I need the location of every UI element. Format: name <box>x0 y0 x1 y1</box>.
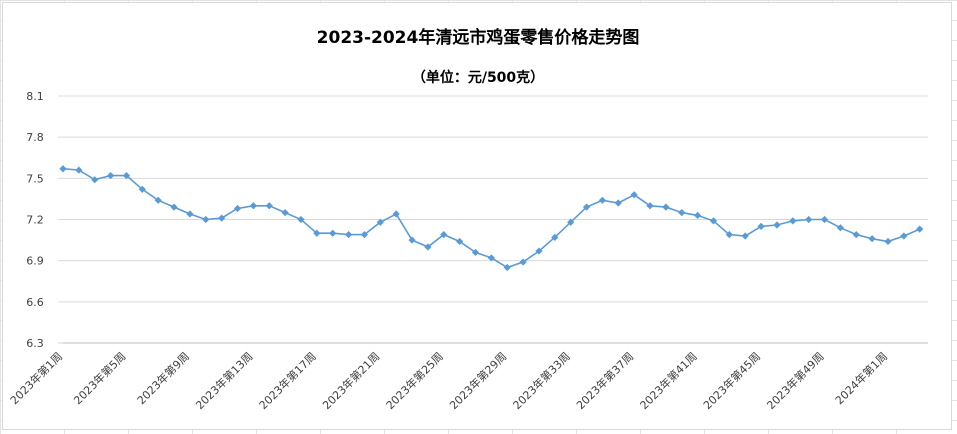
data-point-marker <box>75 166 83 174</box>
data-point-marker <box>329 229 337 237</box>
data-point-marker <box>503 263 511 272</box>
data-point-marker <box>202 215 210 224</box>
data-point-marker <box>297 215 305 224</box>
data-point-marker <box>852 230 860 239</box>
data-point-marker <box>884 237 892 246</box>
x-tick-label: 2024年第1周 <box>832 349 890 407</box>
x-tick-label: 2023年第9周 <box>134 349 192 407</box>
data-point-marker <box>582 203 591 211</box>
y-tick-label: 6.9 <box>26 255 44 268</box>
data-point-marker <box>725 230 733 239</box>
data-point-marker <box>186 210 194 218</box>
data-point-marker <box>678 209 686 217</box>
series-line <box>62 167 921 269</box>
data-point-marker <box>249 202 257 210</box>
data-point-marker <box>138 185 146 193</box>
chart-subtitle: （单位：元/500克） <box>411 70 545 86</box>
data-point-marker <box>59 165 67 173</box>
data-point-marker <box>805 215 813 224</box>
x-tick-label: 2023年第13周 <box>193 349 256 412</box>
x-tick-label: 2023年第17周 <box>256 349 319 412</box>
data-point-marker <box>551 233 559 241</box>
data-point-marker <box>265 202 273 210</box>
data-point-marker <box>868 235 876 243</box>
data-point-marker <box>709 217 718 225</box>
data-point-marker <box>646 202 654 210</box>
data-point-marker <box>820 215 829 224</box>
data-point-marker <box>836 224 845 232</box>
y-tick-label: 6.6 <box>26 296 44 309</box>
data-point-marker <box>440 230 448 239</box>
data-point-marker <box>916 225 924 233</box>
chart-area[interactable]: 2023-2024年清远市鸡蛋零售价格走势图 （单位：元/500克） <box>2 2 952 430</box>
x-tick-label: 2023年第49周 <box>764 349 827 412</box>
data-point-marker <box>424 243 432 251</box>
x-tick-label: 2023年第41周 <box>637 349 700 412</box>
x-tick-label: 2023年第45周 <box>700 349 763 412</box>
x-tick-label: 2023年第33周 <box>510 349 573 412</box>
data-point-marker <box>233 204 242 213</box>
x-tick-label: 2023年第21周 <box>319 349 382 412</box>
data-point-marker <box>360 230 369 239</box>
x-tick-label: 2023年第37周 <box>573 349 636 412</box>
data-point-marker <box>392 210 400 218</box>
data-point-marker <box>789 217 797 225</box>
data-point-marker <box>900 232 908 240</box>
data-point-marker <box>519 258 527 266</box>
data-point-marker <box>567 218 575 226</box>
data-point-marker <box>122 171 131 180</box>
data-point-marker <box>91 176 99 184</box>
data-point-marker <box>773 221 781 229</box>
data-point-marker <box>757 222 765 230</box>
data-point-marker <box>535 247 543 255</box>
data-point-marker <box>344 230 353 239</box>
y-tick-label: 8.1 <box>26 90 44 103</box>
data-point-marker <box>456 237 464 246</box>
data-point-marker <box>313 229 321 237</box>
data-point-marker <box>614 199 622 207</box>
x-tick-label: 2023年第29周 <box>446 349 509 412</box>
x-tick-label: 2023年第5周 <box>71 349 129 407</box>
y-tick-label: 7.5 <box>26 172 44 185</box>
data-point-marker <box>170 203 178 211</box>
data-point-marker <box>487 254 495 262</box>
data-point-marker <box>598 196 607 204</box>
data-point-marker <box>154 196 162 204</box>
data-point-marker <box>106 171 115 180</box>
data-point-marker <box>471 248 480 257</box>
y-tick-label: 7.2 <box>26 214 44 227</box>
data-point-marker <box>281 209 289 217</box>
data-point-marker <box>218 214 226 222</box>
y-tick-label: 7.8 <box>26 131 44 144</box>
data-point-marker <box>662 203 670 211</box>
data-point-marker <box>694 211 702 219</box>
data-point-marker <box>741 232 749 240</box>
x-tick-label: 2023年第1周 <box>7 349 65 407</box>
chart-title: 2023-2024年清远市鸡蛋零售价格走势图 <box>316 28 640 48</box>
x-tick-label: 2023年第25周 <box>383 349 446 412</box>
data-point-marker <box>630 191 638 199</box>
data-point-marker <box>408 236 416 244</box>
y-tick-label: 6.3 <box>26 337 44 350</box>
data-point-marker <box>376 218 384 226</box>
